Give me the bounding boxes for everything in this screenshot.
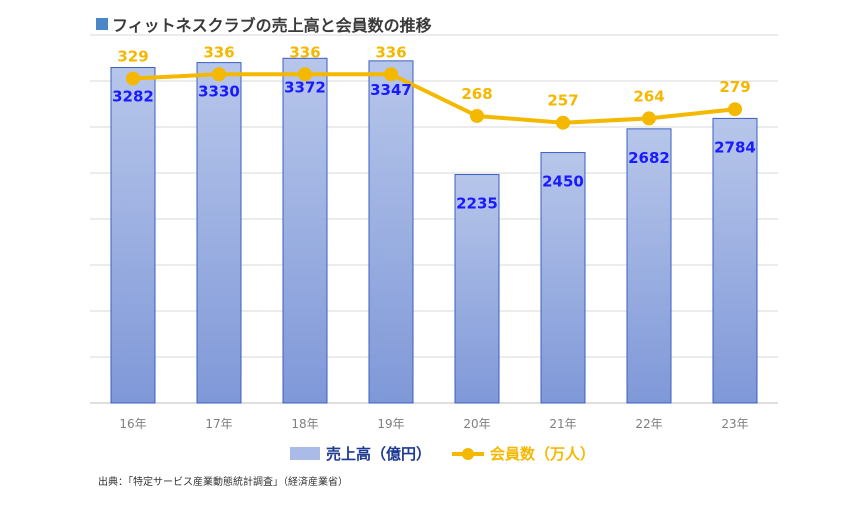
- line-data-label: 336: [203, 43, 234, 61]
- x-tick-label: 21年: [549, 417, 576, 431]
- x-tick-label: 18年: [291, 417, 318, 431]
- line-point: [298, 67, 312, 82]
- line-data-label: 336: [289, 43, 320, 61]
- x-tick-label: 23年: [721, 417, 748, 431]
- legend-bar-swatch: [290, 447, 320, 460]
- bar: [368, 60, 414, 404]
- line-point: [126, 71, 140, 86]
- legend-line-label: 会員数（万人）: [490, 445, 595, 463]
- bar: [196, 62, 242, 404]
- x-tick-label: 17年: [205, 417, 232, 431]
- x-tick-label: 22年: [635, 417, 662, 431]
- bar: [712, 117, 758, 404]
- bar-data-label: 2450: [542, 173, 584, 191]
- line-data-label: 336: [375, 43, 406, 61]
- line-data-label: 268: [461, 85, 492, 103]
- bar-data-label: 2784: [714, 138, 756, 156]
- chart-title: フィットネスクラブの売上高と会員数の推移: [96, 12, 432, 36]
- chart-title-text: フィットネスクラブの売上高と会員数の推移: [112, 16, 432, 35]
- x-tick-label: 19年: [377, 417, 404, 431]
- bar-data-label: 3347: [370, 81, 412, 99]
- line-data-label: 264: [633, 87, 664, 105]
- legend-bar-label: 売上高（億円）: [326, 445, 431, 463]
- bar: [626, 128, 672, 404]
- line-point: [556, 115, 570, 130]
- line-series: [132, 72, 736, 125]
- line-data-label: 329: [117, 48, 148, 66]
- line-point: [642, 111, 656, 126]
- line-data-label: 257: [547, 92, 578, 110]
- title-square-icon: [96, 18, 108, 30]
- x-tick-label: 20年: [463, 417, 490, 431]
- bar: [110, 67, 156, 404]
- bar: [282, 57, 328, 404]
- bar: [540, 152, 586, 404]
- legend-line-marker: [462, 448, 474, 460]
- bar-data-label: 2682: [628, 149, 670, 167]
- bar-data-label: 3330: [198, 83, 240, 101]
- line-point: [212, 67, 226, 82]
- bar: [454, 174, 500, 404]
- source-note: 出典：「特定サービス産業動態統計調査」（経済産業省）: [98, 477, 348, 488]
- line-data-label: 279: [719, 78, 750, 96]
- x-tick-label: 16年: [119, 417, 146, 431]
- line-point: [470, 108, 484, 123]
- bar-data-label: 2235: [456, 195, 498, 213]
- bar-data-label: 3372: [284, 78, 326, 96]
- line-point: [384, 67, 398, 82]
- bar-data-label: 3282: [112, 88, 154, 106]
- line-point: [728, 102, 742, 117]
